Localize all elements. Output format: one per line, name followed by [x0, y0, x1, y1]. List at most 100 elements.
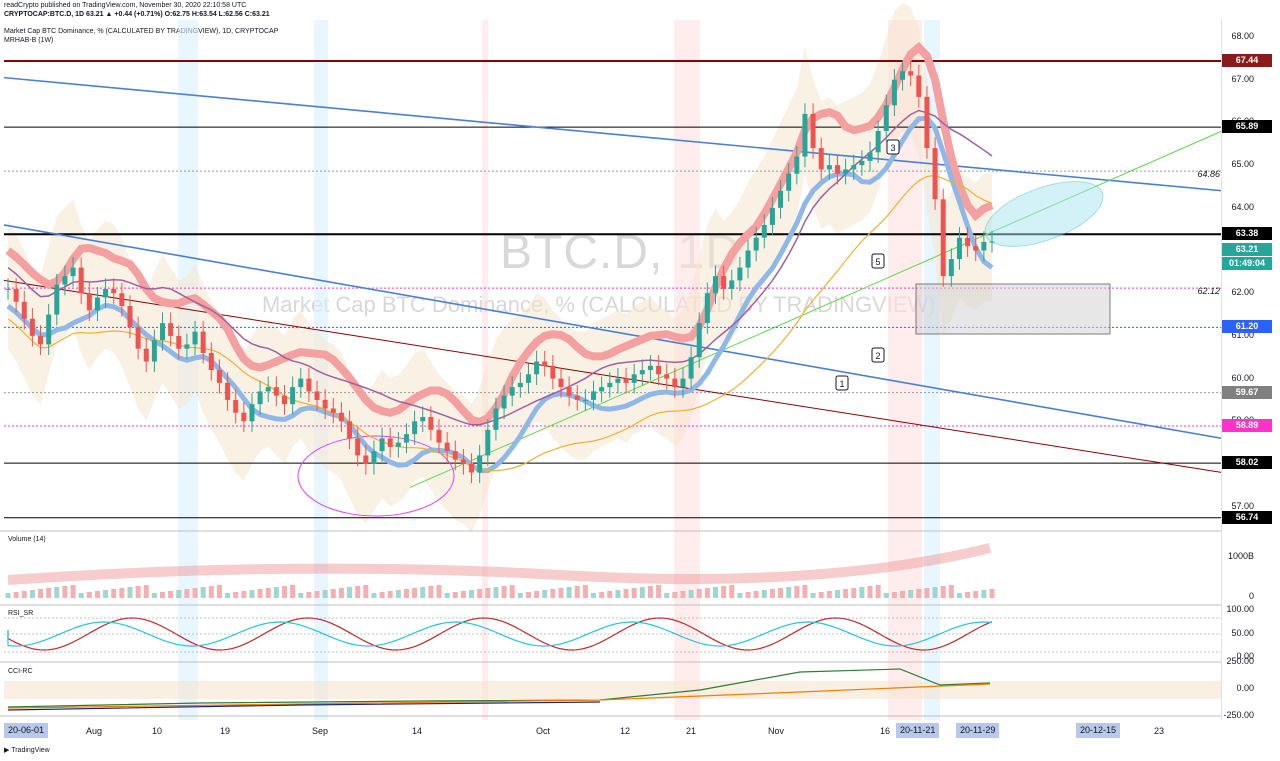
blue-ribbon: [6, 115, 994, 474]
volume-bar: [794, 586, 800, 598]
candle-body: [444, 442, 450, 452]
volume-bar: [436, 585, 442, 598]
candle-body: [420, 417, 426, 422]
price-tag: 63.21: [1222, 242, 1272, 256]
candle-body: [241, 412, 247, 422]
price-tag: 65.89: [1222, 120, 1272, 134]
volume-bar: [347, 587, 353, 598]
legend-title: Market Cap BTC Dominance, % (CALCULATED …: [4, 28, 279, 35]
candle-body: [160, 323, 166, 341]
candle-body: [493, 408, 499, 430]
volume-bar: [810, 593, 816, 598]
candle-body: [615, 378, 621, 383]
candle-body: [322, 399, 328, 409]
price-tick: 57.00: [1231, 500, 1254, 511]
panel-tick: 100.00: [1226, 604, 1254, 614]
volume-bar: [566, 587, 572, 598]
volume-bar: [225, 593, 231, 598]
volume-bar: [965, 592, 971, 598]
volume-bar: [233, 592, 239, 598]
price-tag: 01:49:04: [1222, 256, 1272, 270]
candle-body: [680, 378, 686, 388]
candle-body: [428, 417, 434, 430]
candle-body: [412, 421, 418, 435]
candle-body: [916, 75, 922, 97]
candle-body: [127, 306, 133, 328]
volume-bar: [330, 589, 336, 598]
candle-body: [786, 173, 792, 191]
candle-body: [151, 340, 157, 362]
candle-body: [306, 378, 312, 392]
volume-bar: [745, 592, 751, 598]
volume-bar: [591, 593, 597, 598]
candle-body: [168, 323, 174, 336]
volume-bar: [78, 593, 84, 598]
candle-body: [176, 335, 182, 349]
candle-body: [745, 250, 751, 268]
wave-label-box: [835, 375, 849, 391]
candle-body: [70, 267, 76, 277]
volume-bar: [452, 592, 458, 598]
volume-bar: [395, 590, 401, 598]
candle-body: [29, 318, 35, 336]
volume-bar: [778, 588, 784, 598]
candle-body: [550, 365, 556, 379]
price-tick: 61.00: [1231, 329, 1254, 340]
volume-bar: [298, 593, 304, 598]
volume-bar: [900, 591, 906, 598]
volume-bar: [582, 585, 588, 598]
volume-bar: [216, 585, 222, 598]
candle-body: [672, 378, 678, 388]
candle-body: [566, 387, 572, 396]
rsi-signal: [7, 621, 993, 647]
volume-bar: [916, 589, 922, 598]
candle-body: [452, 451, 458, 460]
candle-body: [436, 429, 442, 443]
volume-bar: [38, 589, 44, 598]
volume-bar: [940, 586, 946, 598]
wave-label: 3: [890, 143, 895, 153]
x-axis-label: 21: [686, 726, 697, 736]
candle-body: [233, 399, 239, 413]
volume-bar: [86, 592, 92, 598]
price-axis[interactable]: [1221, 20, 1280, 720]
cyan-ellipse: [984, 181, 1104, 247]
candle-body: [460, 459, 466, 464]
volume-bar: [688, 590, 694, 598]
volume-bar: [420, 587, 426, 598]
candle-body: [989, 241, 995, 243]
candle-body: [338, 412, 344, 422]
indicator-label: MRHAB-B (1W): [4, 37, 54, 44]
highlight-band: [482, 20, 488, 720]
magenta-ellipse: [297, 435, 455, 517]
volume-bar: [160, 592, 166, 598]
candle-body: [956, 237, 962, 260]
wave-label: 1: [839, 379, 844, 389]
panel-tick: 50.00: [1231, 628, 1254, 638]
dotted-level-label: 62.12: [1197, 286, 1220, 296]
candle-body: [647, 365, 653, 371]
volume-bar: [257, 589, 263, 598]
volume-bar: [509, 585, 515, 598]
volume-bar: [656, 585, 662, 598]
candle-body: [395, 442, 401, 447]
volume-bar: [769, 589, 775, 598]
candle-body: [558, 378, 564, 388]
wave-label-box: [871, 253, 885, 269]
volume-bar: [973, 591, 979, 598]
candle-body: [883, 105, 889, 131]
candle-body: [631, 374, 637, 383]
volume-bar: [534, 591, 540, 598]
candle-body: [778, 190, 784, 208]
volume-bar: [265, 588, 271, 598]
volume-bar: [818, 592, 824, 598]
candle-body: [867, 152, 873, 161]
x-axis-label: 14: [412, 726, 423, 736]
candle-body: [330, 408, 336, 413]
volume-bar: [948, 585, 954, 598]
price-tag: 67.44: [1222, 53, 1272, 67]
candle-body: [5, 288, 11, 290]
volume-bar: [412, 588, 418, 598]
volume-bar: [127, 587, 133, 598]
